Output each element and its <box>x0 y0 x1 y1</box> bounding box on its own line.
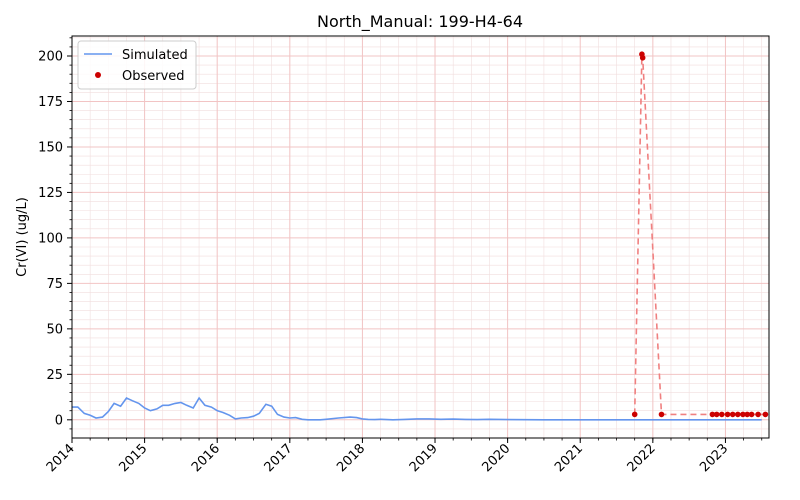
x-tick-label: 2017 <box>262 441 296 475</box>
observed-point <box>639 55 646 61</box>
x-tick-label: 2022 <box>625 441 659 475</box>
observed-point <box>744 411 750 418</box>
legend-simulated-label: Simulated <box>122 48 188 63</box>
observed-point <box>735 411 741 418</box>
x-tick-label: 2023 <box>697 441 731 475</box>
x-tick-label: 2021 <box>552 441 586 475</box>
observed-point <box>709 411 716 418</box>
simulated-series-line <box>72 396 762 421</box>
observed-point <box>755 411 761 418</box>
plot-area <box>72 51 769 421</box>
observed-point <box>658 411 665 418</box>
x-tick-label: 2018 <box>334 441 368 475</box>
y-tick-label: 25 <box>46 368 63 383</box>
legend-frame <box>77 40 197 90</box>
observed-point <box>748 411 755 418</box>
observed-point <box>729 411 736 418</box>
legend-observed-marker-icon <box>95 72 101 78</box>
y-tick-label: 100 <box>38 231 63 246</box>
observed-series-line <box>633 54 766 416</box>
y-tick-label: 200 <box>38 50 63 65</box>
observed-point <box>724 411 731 418</box>
x-tick-label: 2020 <box>479 441 513 475</box>
y-tick-label: 75 <box>46 277 63 292</box>
plot-frame <box>71 35 770 439</box>
chart-title: North_Manual: 199-H4-64 <box>317 12 523 32</box>
observed-point <box>631 411 638 418</box>
observed-point <box>762 411 769 418</box>
x-tick-label: 2016 <box>189 441 223 475</box>
x-tick-label: 2014 <box>44 441 78 475</box>
legend: Simulated Observed <box>77 40 197 90</box>
observed-point <box>719 411 725 418</box>
x-tick-label: 2019 <box>407 441 441 475</box>
observed-point <box>740 411 746 418</box>
legend-observed-label: Observed <box>122 69 185 84</box>
observed-point <box>713 411 720 418</box>
y-tick-label: 125 <box>38 186 63 201</box>
y-tick-label: 0 <box>55 413 63 428</box>
y-axis: 0 25 50 75 100 125 150 175 200 <box>38 37 72 430</box>
y-tick-label: 175 <box>38 95 63 110</box>
grid <box>71 36 769 438</box>
y-tick-label: 150 <box>38 140 63 155</box>
y-axis-label: Cr(VI) (ug/L) <box>15 197 30 277</box>
x-axis: 2014 2015 2016 2017 2018 2019 2020 2021 2022 2023 <box>44 438 763 475</box>
y-tick-label: 50 <box>46 322 63 337</box>
x-tick-label: 2015 <box>116 441 150 475</box>
